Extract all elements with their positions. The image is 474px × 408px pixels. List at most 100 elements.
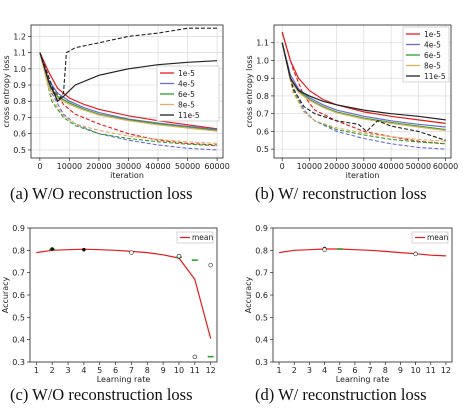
x-tick-label: 8 [383,366,388,375]
y-axis-label: cross entropy loss [2,55,11,127]
series-line-val-8e-5 [39,52,218,144]
legend-box [411,231,449,244]
x-tick-label: 10 [410,366,420,375]
y-tick-label: 0.8 [256,92,269,101]
y-tick-label: 0.5 [256,145,269,154]
caption-b: (b) W/ reconstruction loss [255,184,427,203]
marker-open [192,354,198,360]
series-line-val-6e-5 [281,42,446,145]
plot-frame [30,24,224,159]
y-tick-label: 0.9 [256,74,269,83]
x-tick-label: 12 [441,366,451,375]
caption-d: (d) W/ reconstruction loss [255,385,427,404]
series-line-val-8e-5 [281,42,446,142]
x-tick-label: 50000 [406,162,431,171]
marker-black [82,247,86,252]
y-tick-label: 0.7 [256,110,269,119]
legend-label-1e-5: 1e-5 [424,30,441,39]
series-line-train-1e-5 [281,31,446,124]
y-tick-label: 0.6 [12,291,25,300]
x-tick-label: 7 [368,366,373,375]
x-tick-label: 60000 [204,162,229,171]
series-line-train-8e-5 [39,52,218,132]
plot-frame [272,227,453,363]
x-tick-label: 4 [322,366,327,375]
legend-label-4e-5: 4e-5 [178,80,195,89]
series-line-val-4e-5 [39,52,218,151]
y-tick-label: 0.8 [255,246,268,255]
legend-box [176,231,214,244]
series-line-mean [279,248,446,257]
y-tick-label: 0.9 [255,224,268,233]
legend-label-mean: mean [427,233,449,242]
marker-open [176,253,182,259]
x-tick-label: 7 [129,366,134,375]
y-tick-label: 0.9 [13,81,26,90]
x-tick-label: 60000 [433,162,458,171]
x-tick-label: 2 [292,366,297,375]
x-tick-label: 1 [34,366,39,375]
x-tick-label: 6 [352,366,357,375]
legend-label-mean: mean [192,233,214,242]
x-tick-label: 0 [37,162,42,171]
y-tick-label: 0.6 [256,127,269,136]
y-tick-label: 0.4 [255,336,268,345]
y-tick-label: 1.2 [13,32,26,41]
y-tick-label: 0.5 [12,313,25,322]
plot-frame [273,24,452,159]
chart-a: 0.5 0.6 0.7 0.8 0.9 1.0 1.1 1.2 0 10000 20000 30000… [2,24,230,180]
y-tick-label: 0.3 [12,358,25,367]
legend-label-11e-5: 11e-5 [424,72,446,81]
series-line-train-4e-5 [39,52,218,131]
x-tick-label: 50000 [175,162,200,171]
x-tick-label: 6 [113,366,118,375]
x-tick-label: 30000 [116,162,141,171]
series-line-train-1e-5 [39,52,218,130]
x-tick-label: 10000 [57,162,82,171]
x-axis-label: iteration [110,171,144,180]
chart-c: 0.30.40.50.60.70.80.91 2 3 4 5 6 7 8 9 10 11 12Lear… [1,224,218,384]
caption-c: (c) W/O reconstruction loss [10,385,193,404]
x-tick-label: 4 [81,366,86,375]
y-tick-label: 0.7 [255,269,268,278]
series-line-val-6e-5 [39,52,218,147]
x-tick-label: 12 [206,366,216,375]
x-tick-label: 8 [145,366,150,375]
y-tick-label: 1.0 [256,56,269,65]
y-tick-label: 0.8 [13,97,26,106]
y-tick-label: 0.9 [12,224,25,233]
y-axis-label: cross entropy loss [245,55,254,127]
x-tick-label: 10 [174,366,184,375]
x-tick-label: 0 [280,162,285,171]
legend-label-8e-5: 8e-5 [178,101,195,110]
x-tick-label: 40000 [145,162,170,171]
legend-label-4e-5: 4e-5 [424,41,441,50]
x-axis-label: iteration [346,171,380,180]
legend-label-8e-5: 8e-5 [424,62,441,71]
y-tick-label: 0.7 [12,269,25,278]
legend-label-1e-5: 1e-5 [178,69,195,78]
x-tick-label: 9 [398,366,403,375]
chart-d: 0.30.40.50.60.70.80.91 2 3 4 5 6 7 8 9 10 11 12Lear… [244,224,453,384]
chart-b: 0.5 0.6 0.7 0.8 0.9 1.0 1.1 0 10000 20000 30000 400… [245,24,458,180]
legend-label-6e-5: 6e-5 [424,51,441,60]
x-tick-label: 10000 [297,162,322,171]
series-line-val-11e-5 [281,42,446,141]
y-tick-label: 1.1 [256,39,269,48]
y-tick-label: 0.6 [255,291,268,300]
y-tick-label: 0.6 [13,130,26,139]
marker-open [208,262,213,268]
marker-open [413,251,418,257]
y-axis-label: Accuracy [244,276,253,313]
x-tick-label: 1 [277,366,282,375]
y-tick-label: 0.8 [12,246,25,255]
legend-label-11e-5: 11e-5 [178,111,200,120]
series-line-val-1e-5 [39,52,218,146]
y-tick-label: 0.7 [13,113,26,122]
x-axis-label: Learning rate [336,375,390,384]
y-tick-label: 1.1 [13,49,26,58]
x-tick-label: 20000 [86,162,111,171]
y-tick-label: 0.5 [255,313,268,322]
x-tick-label: 5 [97,366,102,375]
plot-frame [29,227,218,363]
